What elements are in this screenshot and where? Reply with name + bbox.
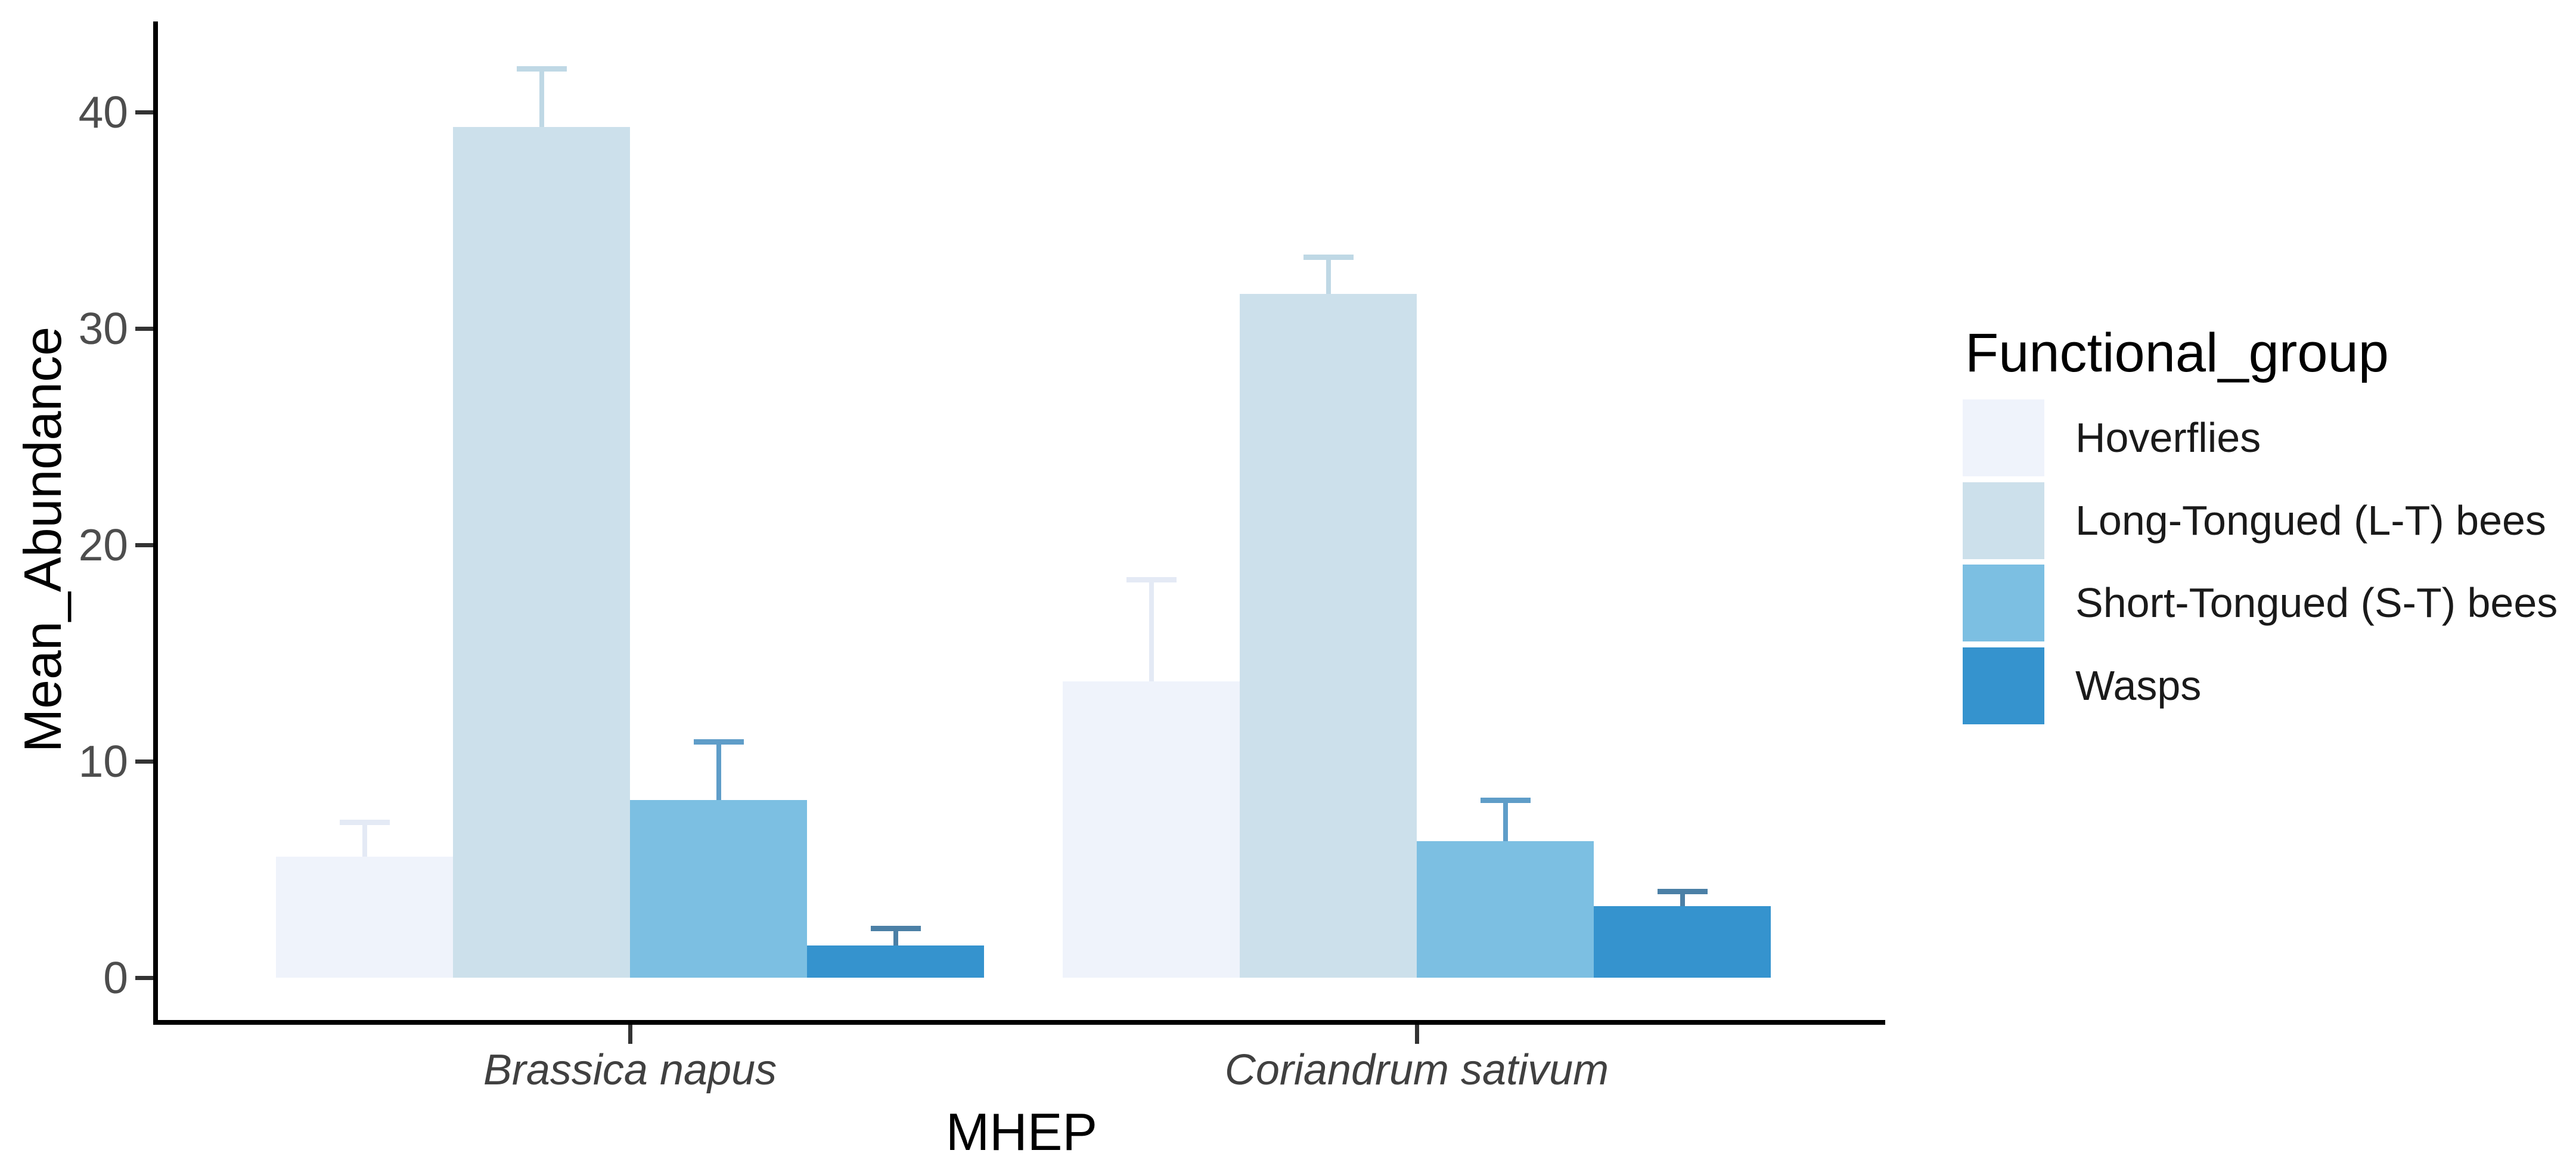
error-bar-line — [1680, 891, 1685, 919]
bar — [1417, 841, 1594, 978]
error-bar-cap — [1126, 577, 1177, 583]
error-bar-line — [716, 742, 721, 813]
y-tick-mark — [135, 327, 153, 331]
legend-label: Hoverflies — [2075, 414, 2261, 461]
legend-title: Functional_group — [1965, 323, 2389, 383]
bar — [1240, 293, 1417, 978]
y-tick-mark — [135, 976, 153, 980]
x-tick-label: Coriandrum sativum — [1224, 1046, 1609, 1094]
bar — [807, 945, 984, 978]
legend-label: Wasps — [2075, 662, 2202, 709]
error-bar-line — [362, 821, 367, 869]
legend-key-swatch — [1963, 565, 2044, 641]
y-tick-mark — [135, 543, 153, 547]
error-bar-cap — [870, 925, 921, 931]
error-bar-line — [893, 928, 898, 957]
error-bar-cap — [339, 819, 390, 825]
y-tick-label: 10 — [78, 736, 128, 786]
error-bar-line — [539, 69, 544, 139]
y-tick-mark — [135, 759, 153, 764]
error-bar-line — [1503, 800, 1508, 854]
error-bar-cap — [693, 739, 744, 745]
error-bar-cap — [1303, 255, 1354, 261]
y-tick-label: 20 — [78, 520, 128, 570]
x-tick-label: Brassica napus — [483, 1046, 777, 1094]
x-axis-line — [153, 1020, 1885, 1025]
legend-key-swatch — [1963, 399, 2044, 476]
error-bar-line — [1326, 257, 1331, 306]
error-bar-cap — [1480, 798, 1531, 804]
x-tick-mark — [1415, 1025, 1419, 1044]
bar — [276, 856, 453, 978]
legend-key-swatch — [1963, 482, 2044, 559]
error-bar-line — [1149, 579, 1154, 693]
legend-label: Long-Tongued (L-T) bees — [2075, 497, 2546, 544]
y-tick-mark — [135, 110, 153, 114]
bar — [1063, 681, 1240, 978]
error-bar-cap — [516, 66, 567, 72]
error-bar-cap — [1657, 888, 1708, 894]
bar — [1594, 906, 1771, 978]
y-tick-label: 40 — [78, 87, 128, 137]
legend-label: Short-Tongued (S-T) bees — [2075, 579, 2558, 626]
x-axis-title: MHEP — [945, 1102, 1098, 1161]
bar — [630, 800, 807, 978]
x-tick-mark — [628, 1025, 632, 1044]
y-tick-label: 0 — [103, 953, 128, 1003]
y-axis-line — [153, 21, 158, 1025]
bar — [453, 127, 630, 978]
legend-key-swatch — [1963, 647, 2044, 724]
y-tick-label: 30 — [78, 303, 128, 354]
